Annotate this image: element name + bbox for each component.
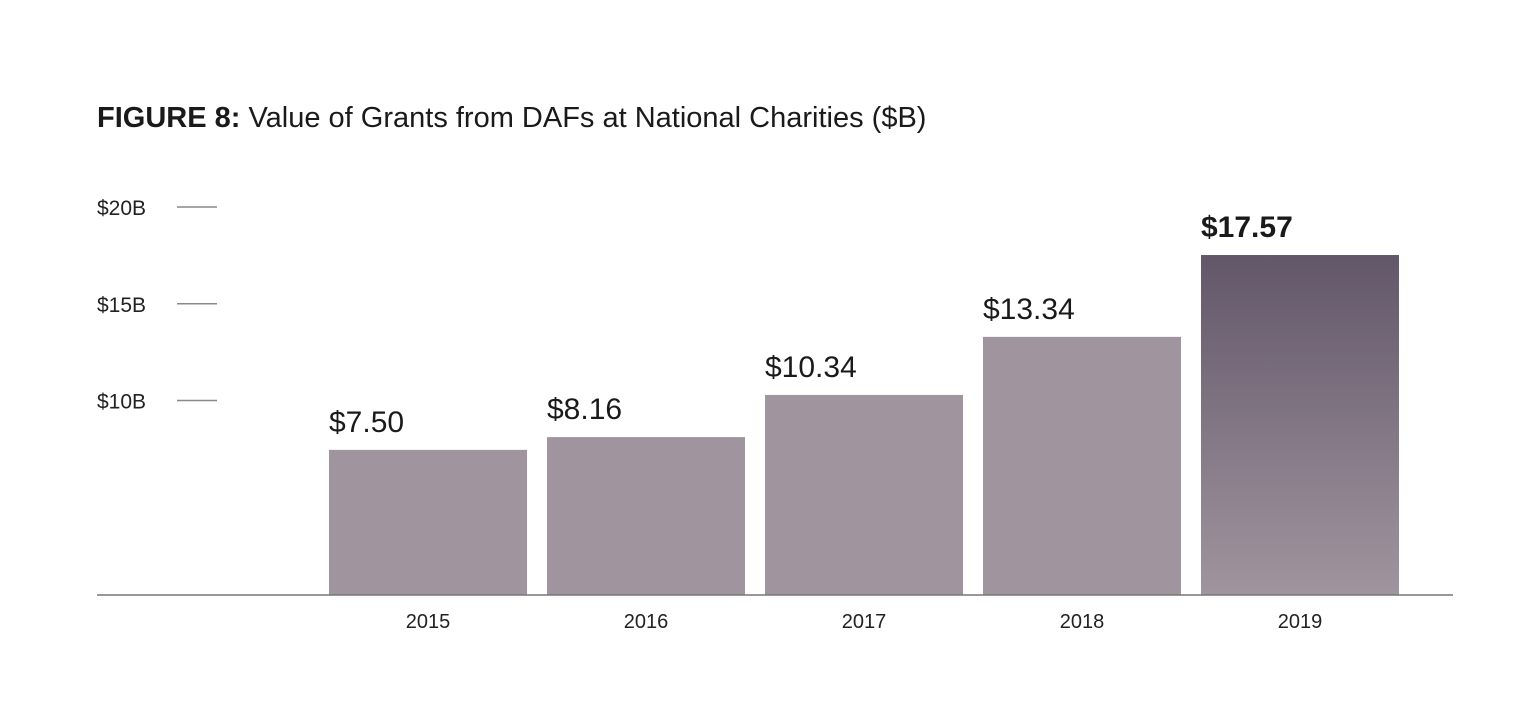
- data-label: $17.57: [1201, 211, 1293, 244]
- bar-2017: [765, 394, 963, 595]
- x-tick-label: 2016: [624, 611, 669, 633]
- bar-2016: [547, 437, 745, 595]
- data-label: $8.16: [547, 393, 622, 426]
- bar-2018: [983, 336, 1181, 595]
- x-tick-label: 2019: [1278, 611, 1323, 633]
- data-label: $13.34: [983, 293, 1075, 326]
- x-tick-label: 2017: [842, 611, 887, 633]
- chart-title: FIGURE 8: Value of Grants from DAFs at N…: [97, 102, 926, 135]
- chart-title-text: Value of Grants from DAFs at National Ch…: [248, 102, 927, 134]
- data-label: $10.34: [765, 351, 857, 384]
- y-tick-label: $10B: [97, 391, 146, 414]
- y-tick-label: $15B: [97, 294, 146, 317]
- x-tick-label: 2015: [406, 611, 451, 633]
- figure-number: FIGURE 8:: [97, 102, 241, 134]
- x-tick-label: 2018: [1060, 611, 1105, 633]
- bar-2019: [1201, 255, 1399, 595]
- data-label: $7.50: [329, 406, 404, 439]
- bar-2015: [329, 449, 527, 595]
- y-tick-label: $20B: [97, 197, 146, 220]
